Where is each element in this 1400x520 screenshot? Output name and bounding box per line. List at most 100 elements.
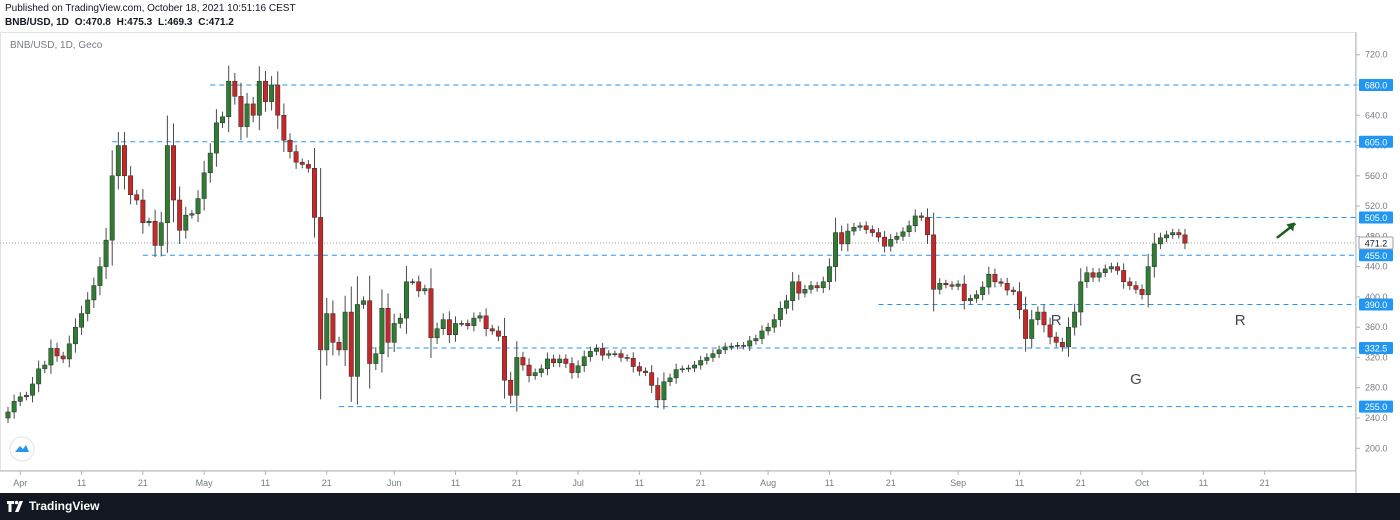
level-badge-label: 332.5 xyxy=(1365,344,1388,354)
footer-brand[interactable]: TradingView xyxy=(6,499,99,513)
high-value: H:475.3 xyxy=(116,17,153,28)
level-badge xyxy=(1359,249,1393,262)
candle-up xyxy=(937,283,943,290)
candle-up xyxy=(5,411,11,419)
candles xyxy=(5,65,1188,424)
pattern-label: R xyxy=(1235,312,1246,329)
candle-down xyxy=(526,364,532,376)
candle-up xyxy=(851,227,857,232)
candle-up xyxy=(1157,237,1163,245)
candle-up xyxy=(256,80,262,116)
candle-down xyxy=(1133,285,1139,290)
x-tick-label: 11 xyxy=(825,478,834,488)
candle-down xyxy=(961,283,967,301)
candle-down xyxy=(416,281,422,292)
candle-up xyxy=(1145,266,1151,295)
candle-up xyxy=(36,368,42,385)
candle-up xyxy=(784,300,789,309)
candle-up xyxy=(753,338,759,342)
candle-up xyxy=(391,323,397,343)
candle-down xyxy=(949,284,955,287)
candle-down xyxy=(943,283,949,286)
candle-up xyxy=(955,283,961,287)
candle-up xyxy=(698,360,704,366)
candle-up xyxy=(967,298,973,301)
candle-up xyxy=(894,236,900,240)
candle-down xyxy=(643,370,648,373)
candle-up xyxy=(728,345,734,348)
candle-up xyxy=(900,231,906,237)
x-tick-label: Sep xyxy=(950,478,966,488)
candle-up xyxy=(434,328,440,339)
candle-up xyxy=(986,273,992,288)
candle-up xyxy=(66,343,72,360)
candle-up xyxy=(594,348,599,352)
candle-up xyxy=(1102,268,1108,273)
candle-down xyxy=(465,323,471,326)
candle-up xyxy=(747,340,753,347)
level-badge-label: 680.0 xyxy=(1365,80,1388,90)
candle-down xyxy=(600,348,606,356)
horizontal-levels xyxy=(0,84,1356,408)
level-badge-label: 390.0 xyxy=(1365,300,1388,310)
candle-down xyxy=(275,84,281,116)
candle-down xyxy=(624,357,630,359)
close-value: C:471.2 xyxy=(198,17,234,28)
candle-down xyxy=(1010,289,1016,292)
candle-down xyxy=(796,281,802,294)
candle-down xyxy=(1041,311,1047,326)
candle-down xyxy=(741,345,747,347)
x-tick-label: Aug xyxy=(760,478,776,488)
candle-up xyxy=(207,152,213,174)
x-tick-label: Apr xyxy=(13,478,27,488)
candle-down xyxy=(655,385,661,401)
footer-brand-label: TradingView xyxy=(29,499,100,513)
candle-down xyxy=(122,145,127,177)
candle-up xyxy=(912,215,918,227)
candle-up xyxy=(79,313,85,328)
candle-up xyxy=(477,315,483,319)
y-tick-label: 280.0 xyxy=(1365,383,1388,393)
x-tick-label: 11 xyxy=(1015,478,1024,488)
candle-down xyxy=(305,164,311,169)
candle-up xyxy=(765,326,771,332)
candle-down xyxy=(869,229,875,233)
candle-down xyxy=(636,366,642,372)
candle-down xyxy=(992,273,998,283)
candle-up xyxy=(195,198,201,214)
pattern-label: R xyxy=(1051,312,1062,329)
x-tick-label: 21 xyxy=(138,478,148,488)
candle-up xyxy=(440,319,446,329)
candle-up xyxy=(410,281,416,284)
x-tick-label: 21 xyxy=(1076,478,1086,488)
x-tick-label: 21 xyxy=(886,478,896,488)
candle-down xyxy=(312,167,317,218)
candle-up xyxy=(354,304,360,377)
candle-down xyxy=(60,355,66,360)
candlestick-chart[interactable]: RGR 200.0240.0280.0320.0360.0400.0440.04… xyxy=(0,32,1400,493)
candle-down xyxy=(293,151,299,163)
candle-up xyxy=(974,294,979,299)
candle-up xyxy=(777,308,783,320)
candle-up xyxy=(722,346,728,351)
x-tick-label: Jun xyxy=(387,478,402,488)
level-badge xyxy=(1359,78,1393,91)
candle-down xyxy=(287,139,293,152)
annotations: R G R xyxy=(1051,222,1297,388)
x-tick-label: Oct xyxy=(1135,478,1150,488)
x-tick-label: 11 xyxy=(261,478,270,488)
candle-down xyxy=(502,336,507,381)
time-axis: Apr 11 21 May 11 21 Jun 11 21 Jul 11 21 Aug 11 21 Sep 11… xyxy=(13,471,1270,488)
candle-down xyxy=(238,96,244,127)
candle-up xyxy=(845,230,851,245)
candle-up xyxy=(85,299,91,314)
candle-down xyxy=(171,145,176,201)
candle-down xyxy=(428,288,434,339)
candle-up xyxy=(759,330,765,339)
candle-up xyxy=(685,367,691,370)
candle-up xyxy=(226,80,232,118)
candle-up xyxy=(201,172,207,199)
candle-up xyxy=(109,175,115,241)
tradingview-watermark-icon[interactable] xyxy=(9,436,35,462)
